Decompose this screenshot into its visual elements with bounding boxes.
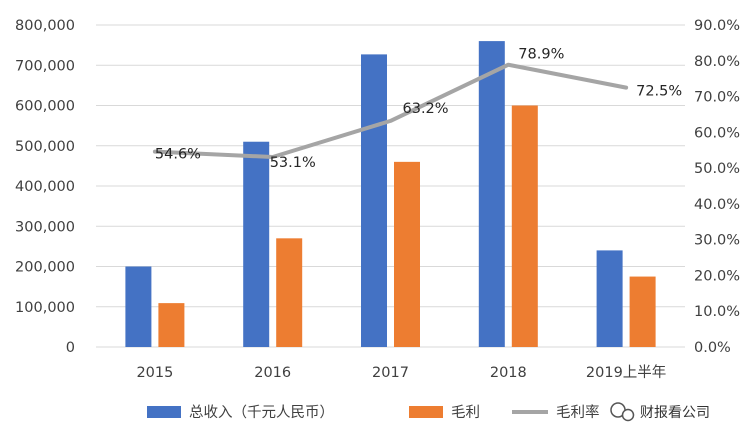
left-axis-tick-label: 200,000: [15, 260, 75, 276]
left-axis-tick-label: 700,000: [15, 58, 75, 74]
gross-profit-bar: [511, 105, 538, 347]
right-axis-tick-label: 40.0%: [694, 197, 740, 213]
right-axis-tick-label: 0.0%: [694, 340, 731, 356]
left-axis-tick-label: 0: [66, 340, 75, 356]
left-axis-tick-label: 300,000: [15, 219, 75, 235]
gross-profit-bar: [158, 303, 185, 347]
left-axis-tick-label: 100,000: [15, 300, 75, 316]
legend-label-revenue: 总收入（千元人民币）: [189, 404, 334, 421]
right-axis-tick-label: 20.0%: [694, 268, 740, 284]
x-axis-tick-label: 2018: [490, 365, 527, 381]
legend-swatch-revenue: [147, 406, 181, 418]
legend-swatch-gross-profit: [409, 406, 443, 418]
gross-margin-data-label: 72.5%: [636, 84, 682, 100]
gross-margin-data-label: 63.2%: [403, 101, 449, 117]
revenue-bar: [478, 41, 505, 347]
wechat-icon-small: [621, 408, 635, 422]
right-axis-tick-label: 60.0%: [694, 125, 740, 141]
x-axis-tick-label: 2016: [254, 365, 291, 381]
revenue-bar: [125, 266, 152, 347]
legend-label-gross-margin: 毛利率: [556, 404, 600, 421]
watermark-text: 财报看公司: [640, 405, 710, 421]
x-axis-tick-label: 2017: [372, 365, 409, 381]
right-axis-tick-label: 80.0%: [694, 54, 740, 70]
gross-margin-data-label: 53.1%: [270, 155, 316, 171]
gross-profit-bar: [276, 238, 303, 347]
gross-margin-data-label: 54.6%: [155, 147, 201, 163]
left-axis-tick-label: 400,000: [15, 179, 75, 195]
right-axis-tick-label: 70.0%: [694, 90, 740, 106]
watermark-badge: [600, 397, 750, 427]
right-axis-tick-label: 50.0%: [694, 161, 740, 177]
left-axis-tick-label: 600,000: [15, 99, 75, 115]
revenue-bar: [361, 54, 387, 347]
legend-label-gross-profit: 毛利: [451, 404, 480, 421]
gross-margin-line: [152, 62, 629, 160]
right-axis-tick-label: 10.0%: [694, 304, 740, 320]
revenue-bar: [243, 141, 270, 347]
right-axis-tick-label: 90.0%: [694, 18, 740, 34]
x-axis-tick-label: 2019上半年: [586, 364, 666, 381]
right-axis-tick-label: 30.0%: [694, 233, 740, 249]
revenue-bar: [596, 250, 623, 347]
x-axis-tick-label: 2015: [136, 365, 173, 381]
gross-margin-data-label: 78.9%: [518, 47, 564, 63]
left-axis-tick-label: 500,000: [15, 139, 75, 155]
gross-profit-bar: [629, 276, 656, 347]
left-axis-tick-label: 800,000: [15, 18, 75, 34]
gross-profit-bar: [394, 161, 420, 347]
